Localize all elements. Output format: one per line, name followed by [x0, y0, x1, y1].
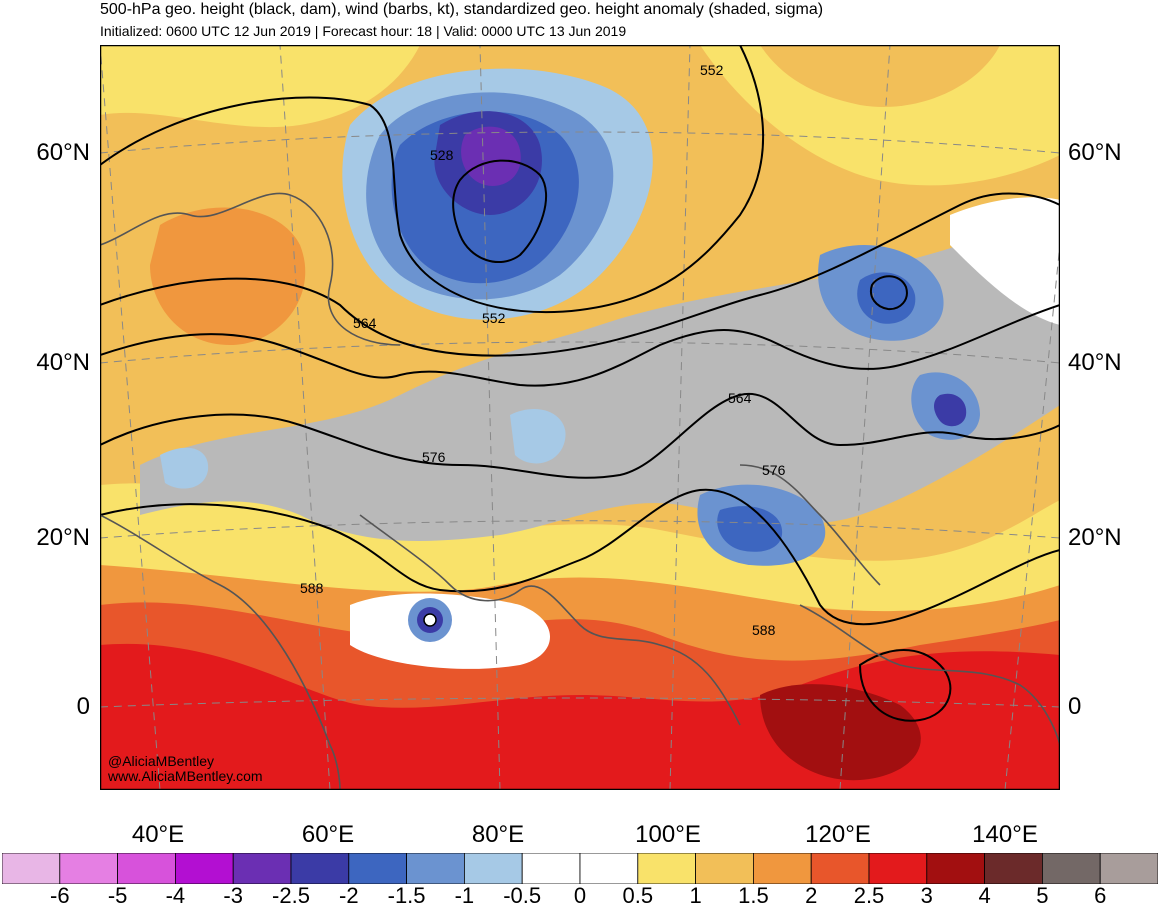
contour-label: 576	[762, 462, 786, 478]
cyclone-center	[423, 613, 437, 627]
colorbar-tick-label: -6	[50, 883, 70, 908]
lat-label-40n-left: 40°N	[36, 349, 90, 376]
lat-label-60n-right: 60°N	[1068, 139, 1122, 166]
colorbar-swatch	[868, 853, 928, 884]
colorbar-tick-label: -2	[339, 883, 359, 908]
lon-label-140e: 140°E	[972, 821, 1038, 848]
colorbar-swatch	[1042, 853, 1101, 884]
colorbar-swatch	[753, 853, 812, 884]
contour-label: 588	[752, 622, 776, 638]
colorbar-tick-label: 3	[920, 883, 933, 908]
colorbar-swatch	[984, 853, 1043, 884]
colorbar-tick-label: -1.5	[387, 883, 426, 908]
contour-label: 564	[353, 315, 377, 331]
lon-label-120e: 120°E	[805, 821, 871, 848]
lat-label-0-left: 0	[76, 693, 90, 720]
colorbar-swatch	[174, 853, 234, 884]
colorbar-swatch	[521, 853, 581, 884]
lat-label-20n-left: 20°N	[36, 524, 90, 551]
lat-label-60n-left: 60°N	[36, 139, 90, 166]
anomaly-negative-25	[461, 126, 521, 186]
anomaly-positive-4	[760, 684, 921, 781]
colorbar-tick-label: -0.5	[503, 883, 542, 908]
colorbar-swatch	[695, 853, 754, 884]
lon-label-60e: 60°E	[301, 821, 355, 848]
colorbar-tick-label: 4	[978, 883, 991, 908]
colorbar	[2, 853, 1158, 884]
anomaly-positive-europe	[150, 207, 306, 345]
lat-label-20n-right: 20°N	[1068, 524, 1122, 551]
anomaly-negative-scs-core	[717, 506, 783, 552]
lat-label-40n-right: 40°N	[1068, 349, 1122, 376]
anomaly-neutral-northeast	[950, 197, 1060, 325]
chart-subtitle: Initialized: 0600 UTC 12 Jun 2019 | Fore…	[100, 23, 627, 39]
colorbar-tick-label: 6	[1094, 883, 1107, 908]
colorbar-swatch	[463, 853, 523, 884]
colorbar-tick-label: -5	[107, 883, 128, 908]
credit-handle: @AliciaMBentley	[108, 753, 215, 769]
contour-label: 552	[482, 310, 506, 326]
lon-label-80e: 80°E	[471, 821, 525, 848]
lon-label-40e: 40°E	[131, 821, 185, 848]
colorbar-tick-label: -2.5	[272, 883, 310, 908]
colorbar-tick-label: 2.5	[853, 883, 885, 908]
coastlines	[100, 192, 1060, 790]
colorbar-tick-label: 1.5	[738, 883, 769, 908]
colorbar-swatch	[406, 853, 465, 884]
contour-label: 576	[422, 449, 446, 465]
anomaly-negative-small-central	[510, 409, 566, 464]
anomaly-negative-small-west	[160, 447, 209, 489]
height-contours	[100, 45, 1060, 722]
anomaly-positive-northeast	[700, 45, 1060, 186]
colorbar-swatch	[810, 853, 870, 884]
anomaly-negative-japan-core	[934, 393, 967, 427]
colorbar-swatch	[1099, 853, 1158, 884]
anomaly-positive-05	[100, 483, 1060, 612]
colorbar-swatch	[117, 853, 176, 884]
graticule	[100, 45, 1060, 790]
colorbar-tick-label: 5	[1036, 883, 1049, 908]
lat-label-0-right: 0	[1068, 693, 1082, 720]
contour-label: 564	[728, 390, 752, 406]
contour-label: 528	[430, 147, 454, 163]
map-frame	[100, 45, 1060, 790]
anomaly-positive-1-northeast	[760, 45, 1000, 107]
weather-map: 552 528 552 564 564 576 576 588 588	[100, 45, 1060, 790]
colorbar-swatch	[348, 853, 407, 884]
colorbar-swatch	[579, 853, 639, 884]
colorbar-swatch	[59, 853, 118, 884]
colorbar-tick-label: -4	[165, 883, 186, 908]
colorbar-swatch	[232, 853, 292, 884]
anomaly-neutral	[350, 593, 550, 669]
lon-label-100e: 100°E	[635, 821, 701, 848]
colorbar-tick-label: 1	[689, 883, 702, 908]
colorbar-swatch	[290, 853, 350, 884]
contour-label: 552	[700, 62, 724, 78]
contour-labels: 552 528 552 564 564 576 576 588 588	[300, 62, 786, 638]
colorbar-tick-label: 0.5	[622, 883, 654, 908]
anomaly-positive-north	[100, 45, 420, 128]
credit-site: www.AliciaMBentley.com	[108, 768, 263, 784]
colorbar-tick-label: -3	[223, 883, 243, 908]
colorbar-tick-label: -1	[454, 883, 475, 908]
colorbar-swatch	[926, 853, 985, 884]
colorbar-swatch	[2, 853, 61, 884]
colorbar-swatch	[637, 853, 696, 884]
contour-label: 588	[300, 580, 324, 596]
colorbar-tick-label: 2	[805, 883, 818, 908]
chart-title: 500-hPa geo. height (black, dam), wind (…	[100, 1, 824, 18]
colorbar-tick-label: 0	[573, 883, 587, 908]
